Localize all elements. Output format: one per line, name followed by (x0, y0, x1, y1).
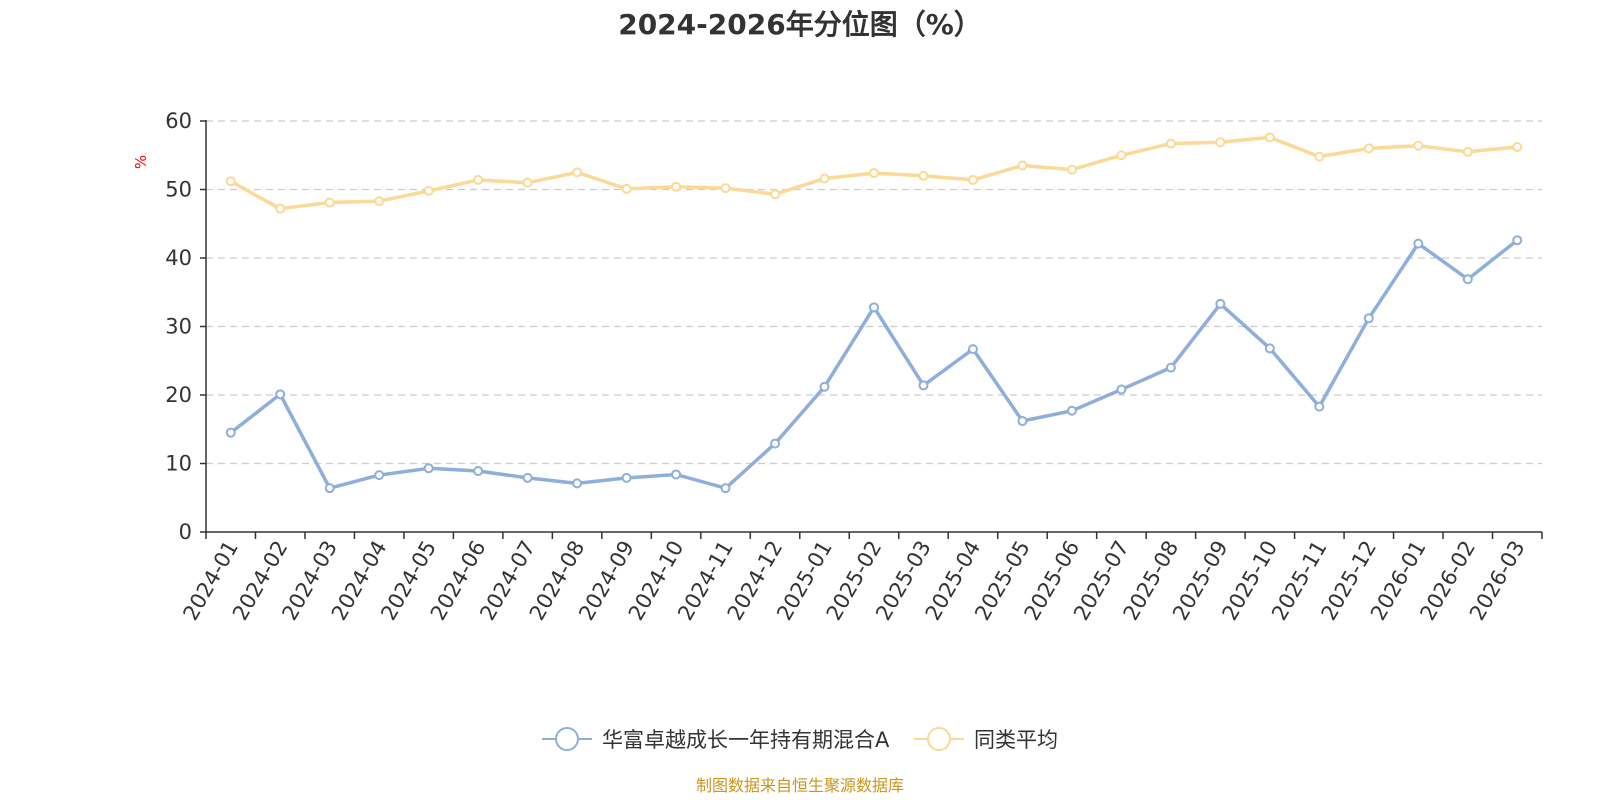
y-tick-label: 50 (165, 178, 192, 202)
y-tick-label: 0 (179, 520, 192, 544)
data-point[interactable] (1462, 146, 1473, 157)
y-tick-labels: 0 10 20 30 40 50 60 (165, 109, 192, 544)
data-point[interactable] (423, 463, 434, 474)
data-point[interactable] (720, 483, 731, 494)
data-point[interactable] (1116, 384, 1127, 395)
chart-title: 2024-2026年分位图（%） (618, 8, 982, 41)
data-point[interactable] (374, 470, 385, 481)
data-point[interactable] (1165, 362, 1176, 373)
data-point[interactable] (1264, 343, 1275, 354)
data-point[interactable] (275, 389, 286, 400)
data-point[interactable] (1363, 313, 1374, 324)
data-point[interactable] (1017, 160, 1028, 171)
source-note: 制图数据来自恒生聚源数据库 (696, 776, 904, 795)
data-point[interactable] (1066, 164, 1077, 175)
legend-label: 华富卓越成长一年持有期混合A (602, 728, 890, 752)
data-point[interactable] (275, 203, 286, 214)
data-point[interactable] (324, 197, 335, 208)
legend-marker-icon (555, 727, 580, 751)
data-point[interactable] (572, 167, 583, 178)
data-point[interactable] (1413, 140, 1424, 151)
data-point[interactable] (918, 170, 929, 181)
data-point[interactable] (374, 196, 385, 207)
data-point[interactable] (522, 177, 533, 188)
data-point[interactable] (225, 176, 236, 187)
axes (200, 120, 1543, 539)
data-point[interactable] (720, 183, 731, 194)
data-point[interactable] (1314, 401, 1325, 412)
data-point[interactable] (1116, 150, 1127, 161)
data-point[interactable] (324, 483, 335, 494)
data-point[interactable] (967, 174, 978, 185)
data-point[interactable] (869, 302, 879, 313)
y-axis-label: % (132, 155, 150, 169)
data-point[interactable] (473, 466, 484, 477)
series-line-0 (229, 238, 1519, 490)
data-point[interactable] (967, 344, 978, 355)
data-point[interactable] (1314, 151, 1325, 162)
y-tick-label: 40 (165, 246, 192, 270)
legend-item-1[interactable]: 同类平均 (913, 727, 1058, 752)
data-point[interactable] (1017, 416, 1028, 427)
data-point[interactable] (869, 168, 879, 179)
data-point[interactable] (1165, 138, 1176, 149)
data-point[interactable] (770, 189, 781, 200)
data-point[interactable] (1215, 137, 1226, 148)
data-point[interactable] (918, 380, 929, 391)
legend-item-0[interactable]: 华富卓越成长一年持有期混合A (542, 727, 890, 752)
y-tick-label: 20 (165, 383, 192, 407)
data-point[interactable] (423, 185, 434, 196)
series-lines (225, 132, 1523, 494)
data-point[interactable] (572, 478, 583, 489)
data-point[interactable] (621, 472, 632, 483)
data-point[interactable] (1462, 274, 1473, 285)
data-point[interactable] (1512, 142, 1523, 153)
legend-label: 同类平均 (974, 728, 1058, 752)
data-point[interactable] (621, 183, 632, 194)
y-tick-label: 30 (165, 315, 192, 339)
y-tick-label: 60 (165, 109, 192, 133)
data-point[interactable] (819, 381, 830, 392)
data-point[interactable] (1413, 238, 1424, 249)
data-point[interactable] (1512, 235, 1523, 246)
data-point[interactable] (1363, 143, 1374, 154)
y-tick-label: 10 (165, 452, 192, 476)
x-tick-labels: 2024-012024-022024-032024-042024-052024-… (178, 537, 1529, 625)
data-point[interactable] (225, 427, 236, 438)
legend-marker-icon (926, 727, 951, 751)
legend[interactable]: 华富卓越成长一年持有期混合A 同类平均 (542, 727, 1058, 752)
data-point[interactable] (819, 173, 830, 184)
data-point[interactable] (671, 181, 682, 192)
data-point[interactable] (1215, 298, 1226, 309)
data-point[interactable] (1264, 132, 1275, 143)
data-point[interactable] (671, 469, 682, 480)
data-point[interactable] (1066, 405, 1077, 416)
data-point[interactable] (770, 438, 781, 449)
data-point[interactable] (473, 174, 484, 185)
data-point[interactable] (522, 472, 533, 483)
